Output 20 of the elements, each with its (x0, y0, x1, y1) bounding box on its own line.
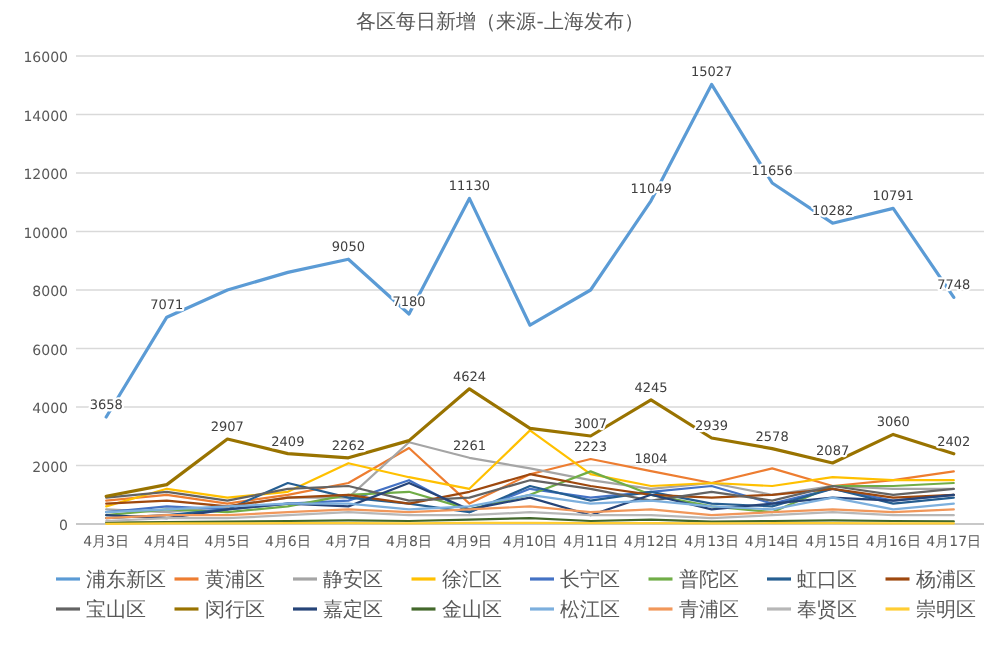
legend-label: 奉贤区 (797, 598, 857, 622)
legend-label: 松江区 (560, 598, 620, 622)
line-series (105, 481, 955, 520)
chart-title: 各区每日新增（来源-上海发布） (356, 10, 644, 34)
legend-label: 徐汇区 (441, 568, 502, 592)
legend-label: 金山区 (441, 598, 502, 622)
legend-label: 杨浦区 (913, 568, 976, 592)
legend-label: 普陀区 (678, 568, 739, 592)
legend-label: 宝山区 (86, 598, 146, 622)
legend-label: 虹口区 (797, 568, 857, 592)
legend-label: 青浦区 (678, 598, 739, 622)
legend-label: 静安区 (323, 568, 383, 592)
legend-label: 浦东新区 (86, 568, 166, 592)
line-series (105, 479, 955, 502)
legend-label: 闵行区 (204, 598, 265, 622)
legend-label: 长宁区 (560, 568, 620, 592)
line-series (105, 493, 955, 514)
legend-label: 崇明区 (915, 598, 976, 622)
legend-label: 嘉定区 (323, 598, 383, 622)
legend-label: 黄浦区 (204, 568, 265, 592)
